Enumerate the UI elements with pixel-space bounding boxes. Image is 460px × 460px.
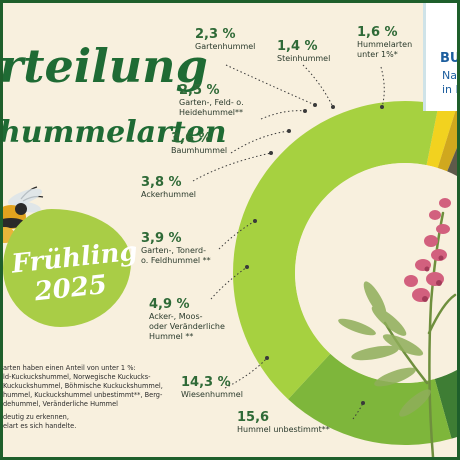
name-label: Gartenhummel [195, 42, 256, 51]
name-label: Baumhummel [171, 146, 228, 155]
leader-lines [192, 64, 385, 420]
chart-title-line1: rteilung [3, 39, 208, 93]
value-label: 15,6 [237, 410, 270, 425]
name-label: Hummel ** [149, 332, 194, 341]
name-label: o. Feldhummel ** [141, 256, 211, 265]
value-label: 1,6 % [357, 25, 398, 40]
footnote-line: elart es sich handelte. [3, 422, 77, 430]
season-badge-background [3, 209, 131, 327]
logo-subtext-line: in B [442, 83, 457, 96]
footnote-para2: deutig zu erkennen, elart es sich handel… [3, 413, 193, 431]
logo-subtext: Nat in B [442, 69, 457, 97]
label-hummel-unbestimmt: 15,6 Hummel unbestimmt** [237, 410, 330, 435]
footnote-line: arten haben einen Anteil von unter 1 %: [3, 364, 136, 372]
name-label: Acker-, Moos- [149, 312, 203, 321]
sainfoin-flower-illustration [338, 198, 457, 457]
name-label: unter 1%* [357, 50, 398, 59]
value-label: 2,3 % [195, 27, 236, 42]
name-label: oder Veränderliche [149, 322, 225, 331]
label-baumhummel: 3,6 % Baumhummel [171, 131, 227, 156]
donut-slice-0 [426, 104, 457, 168]
footnote-line: ld-Kuckuckshummel, Norwegische Kuckucks- [3, 373, 151, 381]
label-garten-tonerd-feldhummel: 3,9 % Garten-, Tonerd- o. Feldhummel ** [141, 231, 211, 266]
label-steinhummel: 1,4 % Steinhummel [277, 39, 330, 64]
name-label: Garten-, Feld- o. [179, 98, 244, 107]
value-label: 4,9 % [149, 297, 190, 312]
value-label: 3,6 % [171, 131, 212, 146]
donut-slice-9 [434, 369, 457, 439]
value-label: 1,4 % [277, 39, 318, 54]
label-garten-feld-heidehummel: 2,5 % Garten-, Feld- o. Heidehummel** [179, 83, 244, 118]
name-label: Hummel unbestimmt** [237, 425, 330, 434]
label-other-species: 1,6 % Hummelarten unter 1%* [357, 25, 412, 60]
donut-slice-11 [233, 101, 439, 400]
organization-logo: BU Nat in B [423, 3, 457, 111]
footnote-para1: arten haben einen Anteil von unter 1 %: … [3, 364, 193, 409]
name-label: Heidehummel** [179, 108, 244, 117]
value-label: 3,9 % [141, 231, 182, 246]
label-acker-moos-veraenderliche: 4,9 % Acker-, Moos- oder Veränderliche H… [149, 297, 225, 342]
donut-slice-10 [288, 353, 452, 445]
content-panel: rteilung hummelarten Frühling 2025 1,6 %… [3, 3, 457, 457]
logo-text: BU [440, 51, 457, 66]
chart-title-line2: hummelarten [3, 115, 227, 150]
value-label: 3,8 % [141, 175, 182, 190]
donut-hole [295, 163, 457, 383]
donut-slice-2 [447, 147, 457, 177]
name-label: Wiesenhummel [181, 390, 243, 399]
footnote-line: Kuckuckshummel, Böhmische Kuckuckshummel… [3, 382, 163, 390]
label-wiesenhummel: 14,3 % Wiesenhummel [181, 375, 243, 400]
name-label: Ackerhummel [141, 190, 197, 199]
footnote: arten haben einen Anteil von unter 1 %: … [3, 364, 193, 435]
value-label: 2,5 % [179, 83, 220, 98]
footnote-line: deutig zu erkennen, [3, 413, 69, 421]
name-label: Hummelarten [357, 40, 413, 49]
name-label: Garten-, Tonerd- [141, 246, 207, 255]
logo-subtext-line: Nat [442, 69, 457, 82]
label-gartenhummel: 2,3 % Gartenhummel [195, 27, 255, 52]
donut-slice-1 [437, 108, 457, 172]
footnote-line: hummel, Kuckuckshummel unbestimmt**, Ber… [3, 391, 163, 399]
value-label: 14,3 % [181, 375, 231, 390]
footnote-line: dehummel, Veränderliche Hummel [3, 400, 118, 408]
donut-chart [233, 101, 457, 445]
label-ackerhummel: 3,8 % Ackerhummel [141, 175, 196, 200]
name-label: Steinhummel [277, 54, 331, 63]
